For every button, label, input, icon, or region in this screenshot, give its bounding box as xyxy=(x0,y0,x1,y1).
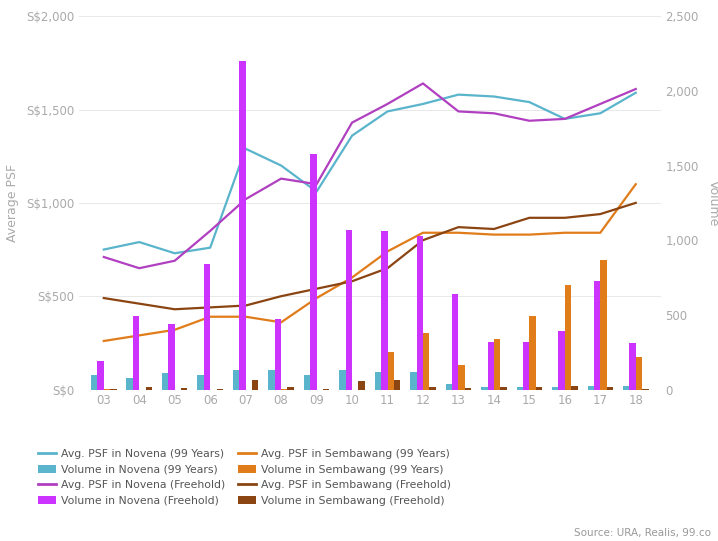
Bar xyxy=(340,370,345,390)
Text: Source: URA, Realis, 99.co: Source: URA, Realis, 99.co xyxy=(574,529,711,538)
Bar xyxy=(252,380,258,390)
Bar xyxy=(126,378,133,390)
Bar xyxy=(358,381,365,390)
Bar xyxy=(572,386,577,390)
Bar xyxy=(181,388,187,390)
Bar xyxy=(536,387,542,390)
Bar xyxy=(565,285,572,390)
Bar xyxy=(204,264,210,390)
Y-axis label: Volume: Volume xyxy=(707,180,718,226)
Bar xyxy=(388,352,394,390)
Bar xyxy=(375,372,381,390)
Bar xyxy=(446,384,452,390)
Bar xyxy=(630,343,635,390)
Bar xyxy=(552,386,559,390)
Bar xyxy=(162,373,168,390)
Bar xyxy=(197,374,204,390)
Bar xyxy=(310,154,317,390)
Bar xyxy=(481,387,488,390)
Bar xyxy=(465,388,471,390)
Bar xyxy=(168,324,174,390)
Bar xyxy=(345,230,352,390)
Bar xyxy=(416,236,423,390)
Bar xyxy=(600,260,607,390)
Bar xyxy=(452,294,458,390)
Bar xyxy=(559,331,565,390)
Bar xyxy=(494,339,500,390)
Bar xyxy=(429,386,436,390)
Bar xyxy=(635,358,642,390)
Legend: Avg. PSF in Novena (99 Years), Volume in Novena (99 Years), Avg. PSF in Novena (: Avg. PSF in Novena (99 Years), Volume in… xyxy=(38,449,451,506)
Bar xyxy=(523,342,529,390)
Bar xyxy=(233,370,239,390)
Bar xyxy=(381,231,388,390)
Bar xyxy=(304,375,310,390)
Bar xyxy=(133,316,139,390)
Bar xyxy=(287,387,294,390)
Bar xyxy=(394,380,400,390)
Bar xyxy=(146,387,152,390)
Bar xyxy=(529,316,536,390)
Bar xyxy=(98,361,104,390)
Bar xyxy=(423,333,429,390)
Bar xyxy=(239,61,246,390)
Bar xyxy=(623,386,630,390)
Bar xyxy=(488,342,494,390)
Bar xyxy=(587,386,594,390)
Bar xyxy=(594,281,600,390)
Bar xyxy=(269,370,275,390)
Bar xyxy=(642,389,648,390)
Bar xyxy=(275,319,281,390)
Bar xyxy=(607,387,613,390)
Bar xyxy=(91,375,98,390)
Bar xyxy=(458,365,465,390)
Bar xyxy=(410,372,416,390)
Y-axis label: Average PSF: Average PSF xyxy=(6,164,19,242)
Bar xyxy=(500,387,507,390)
Bar xyxy=(516,386,523,390)
